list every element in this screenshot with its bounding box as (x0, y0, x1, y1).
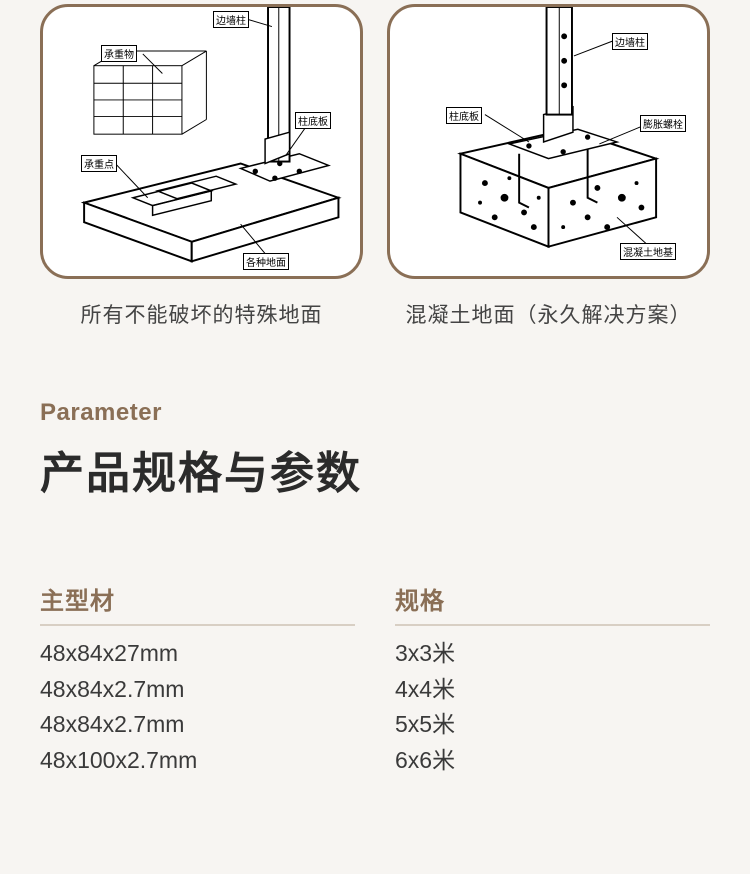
diagram1-label-ground: 各种地面 (243, 253, 289, 270)
diagram-card-2: 边墙柱 柱底板 膨胀螺栓 混凝土地基 混凝土地面（永久解决方案） (387, 4, 710, 329)
diagram-box-1: 边墙柱 承重物 柱底板 承重点 各种地面 (40, 4, 363, 279)
table-row: 48x84x27mm (40, 636, 355, 672)
diagram2-label-baseplate: 柱底板 (446, 107, 482, 124)
diagram1-label-top: 边墙柱 (213, 11, 249, 28)
table-row: 6x6米 (395, 743, 710, 779)
section-title: 产品规格与参数 (40, 437, 710, 501)
table-row: 48x84x2.7mm (40, 672, 355, 708)
diagrams-row: 边墙柱 承重物 柱底板 承重点 各种地面 所有不能破坏的特殊地面 (40, 0, 710, 329)
diagram-card-1: 边墙柱 承重物 柱底板 承重点 各种地面 所有不能破坏的特殊地面 (40, 4, 363, 329)
diagram1-label-loadpoint: 承重点 (81, 155, 117, 172)
spec-col-size: 规格 3x3米 4x4米 5x5米 6x6米 (395, 581, 710, 779)
diagram1-label-weight: 承重物 (101, 45, 137, 62)
diagram2-label-top: 边墙柱 (612, 33, 648, 50)
section-label: Parameter (40, 399, 710, 427)
diagram-caption-1: 所有不能破坏的特殊地面 (81, 299, 323, 329)
table-row: 48x84x2.7mm (40, 707, 355, 743)
diagram1-label-baseplate: 柱底板 (295, 112, 331, 129)
spec-header-profile: 主型材 (40, 581, 355, 626)
diagram2-label-foundation: 混凝土地基 (620, 243, 676, 260)
table-row: 3x3米 (395, 636, 710, 672)
spec-header-size: 规格 (395, 581, 710, 626)
table-row: 5x5米 (395, 707, 710, 743)
spec-table: 主型材 48x84x27mm 48x84x2.7mm 48x84x2.7mm 4… (40, 581, 710, 779)
diagram-box-2: 边墙柱 柱底板 膨胀螺栓 混凝土地基 (387, 4, 710, 279)
spec-col-profile: 主型材 48x84x27mm 48x84x2.7mm 48x84x2.7mm 4… (40, 581, 355, 779)
diagram2-label-bolt: 膨胀螺栓 (640, 115, 686, 132)
diagram-caption-2: 混凝土地面（永久解决方案） (406, 299, 692, 329)
diagram-svg-1 (43, 7, 360, 276)
diagram-svg-2 (390, 7, 707, 276)
table-row: 48x100x2.7mm (40, 743, 355, 779)
table-row: 4x4米 (395, 672, 710, 708)
